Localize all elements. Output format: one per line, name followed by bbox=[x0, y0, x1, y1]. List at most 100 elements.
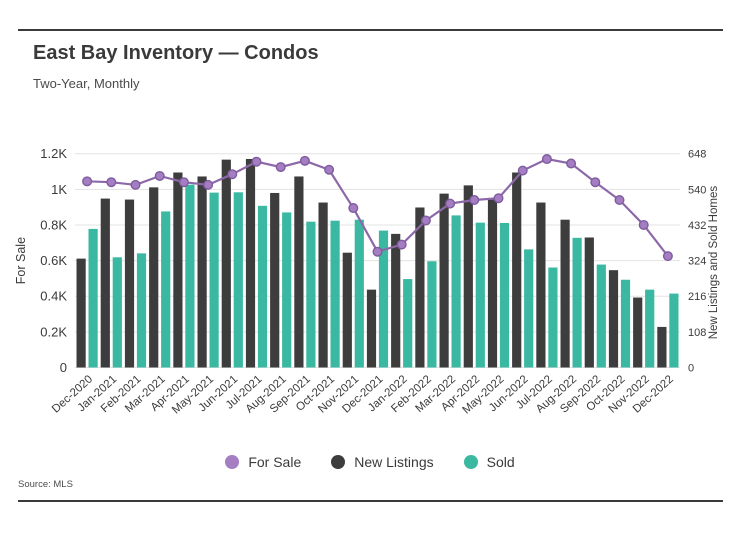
for-sale-point bbox=[324, 164, 335, 175]
bar-sold bbox=[88, 228, 98, 368]
legend-label: Sold bbox=[486, 454, 515, 470]
bar-sold bbox=[669, 293, 679, 368]
combo-chart: 0 0.2K 0.4K 0.6K 0.8K 1K 1.2K 0 108 216 324 432 540 6… bbox=[14, 146, 720, 416]
bar-new-listings bbox=[608, 270, 619, 368]
bar-sold bbox=[136, 253, 147, 368]
for-sale-point bbox=[662, 251, 673, 262]
legend-item-for-sale: For Sale bbox=[225, 454, 301, 470]
bar-new-listings bbox=[173, 172, 183, 368]
bar-sold bbox=[209, 192, 219, 368]
bar-sold bbox=[282, 212, 292, 368]
right-axis-tick: 324 bbox=[688, 256, 706, 268]
for-sale-point bbox=[493, 193, 504, 204]
bar-new-listings bbox=[270, 192, 280, 368]
bar-sold bbox=[620, 279, 631, 368]
right-axis-tick: 540 bbox=[688, 184, 706, 196]
legend-label: For Sale bbox=[248, 454, 302, 470]
bar-new-listings bbox=[245, 158, 256, 368]
for-sale-point bbox=[638, 219, 649, 230]
bar-sold bbox=[306, 221, 316, 368]
left-axis-tick: 0.8K bbox=[40, 217, 67, 232]
for-sale-point bbox=[420, 215, 431, 226]
bar-new-listings bbox=[318, 202, 328, 368]
bar-new-listings bbox=[657, 326, 667, 368]
sold-swatch-icon bbox=[463, 455, 478, 469]
for-sale-point bbox=[106, 177, 117, 188]
bar-new-listings bbox=[149, 187, 159, 368]
bar-new-listings bbox=[294, 176, 304, 368]
bar-new-listings bbox=[439, 193, 449, 368]
chart-title: East Bay Inventory — Condos bbox=[33, 42, 319, 64]
bar-sold bbox=[475, 222, 485, 368]
for-sale-point bbox=[299, 155, 310, 166]
legend-item-sold: Sold bbox=[463, 454, 515, 470]
for-sale-point bbox=[517, 165, 528, 176]
legend-label: New Listings bbox=[354, 454, 434, 470]
bar-sold bbox=[161, 211, 171, 368]
right-axis-tick: 648 bbox=[688, 149, 706, 161]
right-axis-title: New Listings and Sold Homes bbox=[708, 186, 720, 340]
bar-sold bbox=[185, 184, 195, 368]
right-axis-tick: 216 bbox=[688, 291, 706, 303]
for-sale-point bbox=[348, 203, 359, 214]
bar-new-listings bbox=[560, 219, 570, 368]
for-sale-point bbox=[372, 246, 383, 257]
for-sale-point bbox=[82, 176, 93, 187]
for-sale-point bbox=[203, 179, 214, 190]
bottom-divider bbox=[18, 500, 723, 502]
for-sale-point bbox=[614, 195, 625, 206]
source-note: Source: MLS bbox=[18, 479, 73, 490]
right-axis-tick: 432 bbox=[688, 220, 706, 232]
bar-sold bbox=[524, 249, 534, 368]
bar-sold bbox=[233, 192, 243, 368]
bar-sold bbox=[354, 219, 364, 368]
bar-new-listings bbox=[197, 176, 207, 368]
bar-new-listings bbox=[124, 199, 135, 368]
bar-sold bbox=[378, 230, 389, 368]
bar-new-listings bbox=[391, 233, 401, 368]
bar-new-listings bbox=[342, 252, 352, 368]
bar-sold bbox=[572, 237, 582, 368]
bar-new-listings bbox=[221, 159, 231, 368]
for-sale-point bbox=[469, 195, 480, 206]
left-axis-tick: 0.6K bbox=[40, 253, 67, 268]
for-sale-point bbox=[154, 170, 165, 181]
for-sale-point bbox=[251, 156, 262, 167]
bar-new-listings bbox=[536, 202, 546, 368]
for-sale-point bbox=[275, 162, 286, 173]
chart-legend: For Sale New Listings Sold bbox=[0, 454, 740, 470]
top-divider bbox=[18, 29, 723, 31]
for-sale-point bbox=[566, 158, 577, 169]
for-sale-swatch-icon bbox=[225, 455, 240, 469]
bar-sold bbox=[427, 261, 437, 368]
right-axis-tick: 0 bbox=[688, 363, 694, 375]
bar-sold bbox=[645, 289, 655, 368]
bar-new-listings bbox=[512, 172, 522, 368]
bar-sold bbox=[403, 279, 413, 368]
for-sale-point bbox=[396, 239, 407, 250]
for-sale-point bbox=[445, 198, 456, 209]
right-axis-tick: 108 bbox=[688, 327, 706, 339]
bar-new-listings bbox=[463, 185, 473, 368]
left-axis-tick: 1K bbox=[51, 182, 67, 197]
bar-sold bbox=[596, 264, 606, 368]
bar-new-listings bbox=[584, 237, 594, 368]
bar-sold bbox=[451, 215, 461, 368]
left-axis-tick: 1.2K bbox=[40, 146, 67, 161]
bar-sold bbox=[330, 220, 340, 368]
bar-new-listings bbox=[100, 198, 110, 368]
left-axis-tick: 0.2K bbox=[40, 324, 67, 339]
left-axis-tick: 0 bbox=[60, 360, 67, 375]
chart-subtitle: Two-Year, Monthly bbox=[33, 76, 140, 91]
new-listings-swatch-icon bbox=[331, 455, 346, 469]
legend-item-new-listings: New Listings bbox=[331, 454, 434, 470]
left-axis-tick: 0.4K bbox=[40, 289, 67, 304]
for-sale-point bbox=[130, 179, 141, 190]
bar-sold bbox=[499, 222, 510, 368]
bar-new-listings bbox=[366, 289, 377, 368]
left-axis-title: For Sale bbox=[14, 237, 28, 284]
bar-sold bbox=[112, 257, 122, 368]
bar-new-listings bbox=[76, 258, 86, 368]
bar-sold bbox=[257, 205, 268, 368]
bar-sold bbox=[548, 267, 558, 368]
